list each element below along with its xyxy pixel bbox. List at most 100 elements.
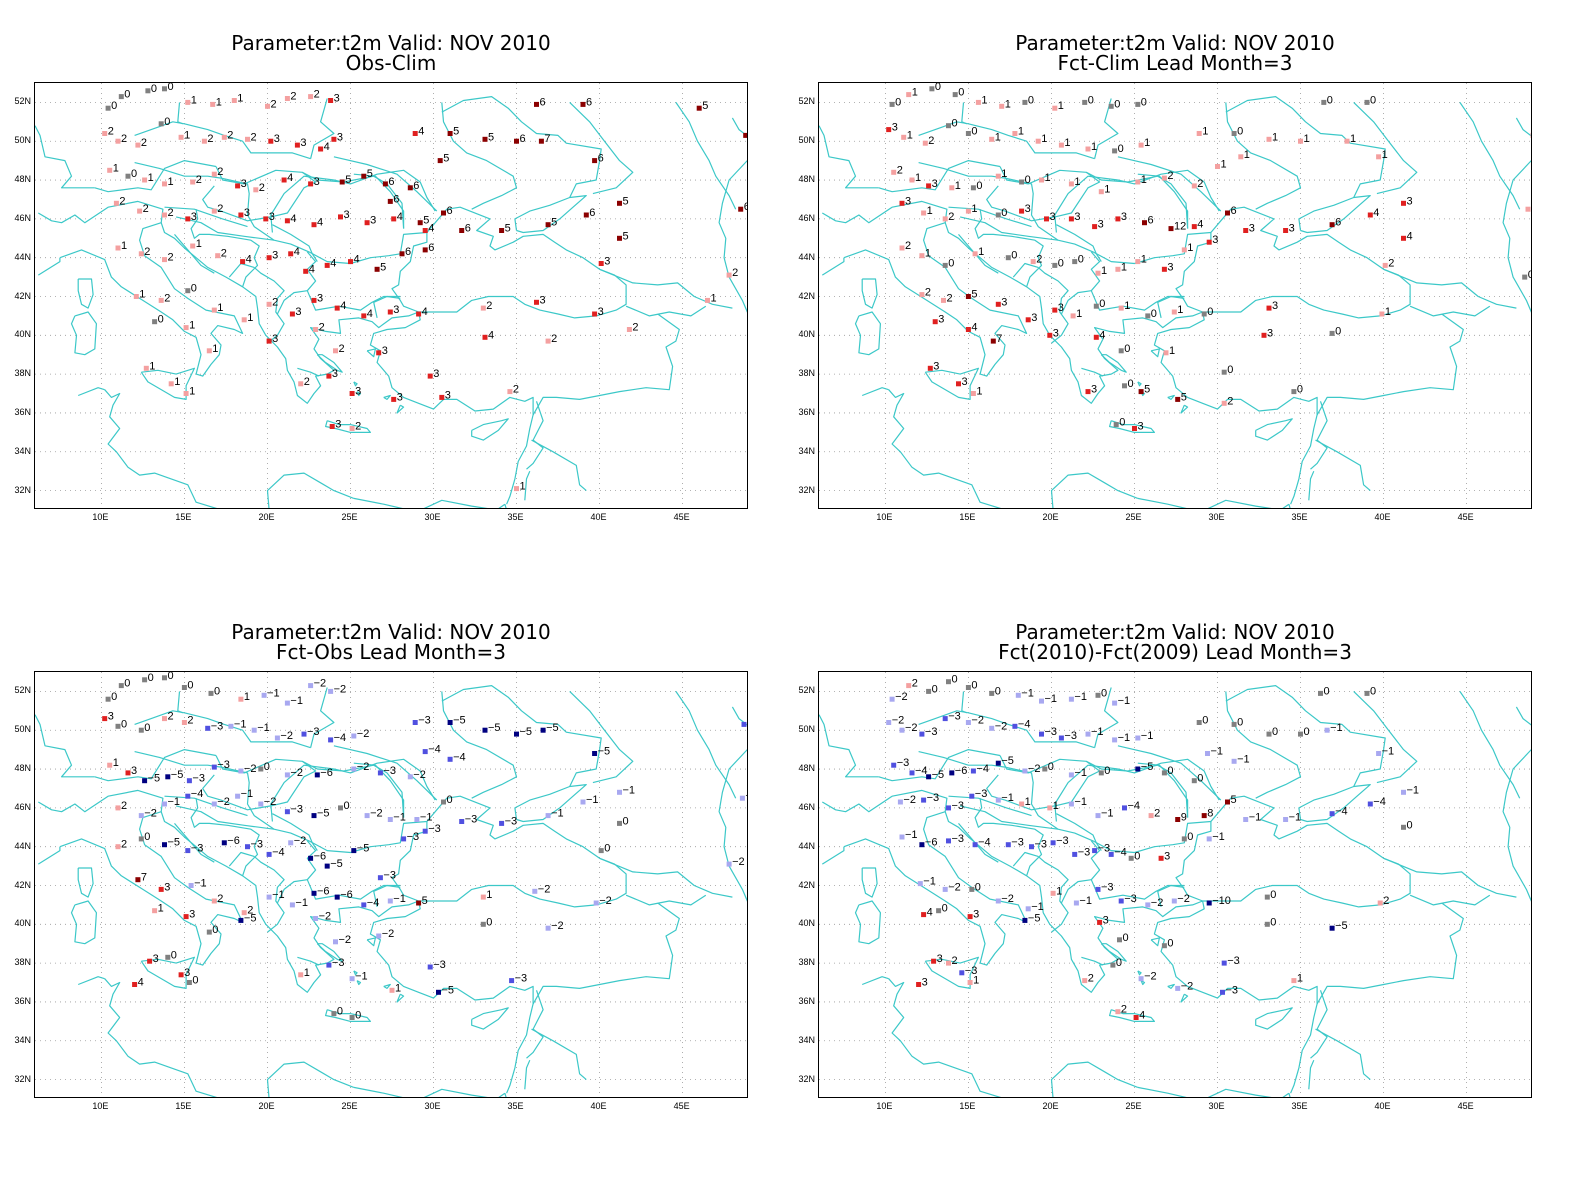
station-square (361, 173, 367, 179)
lon-tick-label: 35E (507, 512, 524, 522)
station-value: 2 (290, 91, 296, 103)
station-value: −6 (314, 850, 327, 862)
station-square (407, 774, 413, 780)
station-marker: −3 (186, 773, 205, 785)
station-marker: 0 (965, 126, 978, 138)
coastline (35, 125, 95, 189)
station-square (205, 725, 211, 731)
lat-tick-label: 38N (798, 957, 815, 968)
map-canvas: −22 00 0 0 −1 −1 −1 0−1−2−2 −3−3 −2 −2 −4−3 −3 −1 −1 −1… (819, 672, 1531, 1097)
station-value: 6 (589, 207, 595, 219)
lon-tick-label: 40E (1374, 512, 1391, 522)
station-value: −3 (1035, 839, 1048, 851)
coastline (821, 257, 845, 276)
station-square (514, 731, 519, 737)
station-value: −3 (1227, 955, 1240, 967)
station-square (1148, 813, 1154, 819)
station-marker: −5 (995, 755, 1014, 767)
coastline (514, 194, 587, 234)
lon-tick-label: 15E (959, 512, 976, 522)
station-marker: 1 (1238, 149, 1250, 161)
station-value: 5 (443, 153, 449, 165)
station-marker: 5 (696, 100, 708, 112)
station-marker: −3 (401, 831, 419, 843)
lon-tick-label: 25E (341, 1101, 358, 1111)
station-square (1068, 181, 1074, 187)
station-marker: 1 (1344, 133, 1356, 145)
coastline (441, 691, 518, 799)
coastline (333, 758, 436, 801)
station-square (1191, 183, 1197, 189)
station-square (190, 243, 196, 249)
station-value: 0 (1304, 726, 1310, 738)
station-square (1364, 99, 1370, 105)
station-square (1052, 262, 1058, 268)
coastline (531, 439, 587, 492)
coastline (1081, 367, 1104, 377)
coastline (524, 470, 531, 501)
coastline (1225, 685, 1386, 787)
station-value: 1 (1350, 133, 1356, 145)
station-square (208, 690, 214, 696)
station-marker: −1 (1243, 812, 1261, 824)
station-square (1095, 813, 1101, 819)
station-value: 0 (168, 672, 174, 682)
station-marker: −5 (926, 769, 944, 781)
station-value: −3 (515, 973, 528, 985)
station-square (1073, 900, 1079, 906)
coastline (164, 795, 248, 817)
station-marker: −4 (185, 788, 203, 800)
station-value: 3 (355, 386, 361, 398)
coastline (1054, 175, 1118, 233)
station-square (545, 813, 551, 819)
station-square (917, 881, 923, 887)
station-marker: 1 (178, 129, 190, 141)
station-marker: 1 (972, 246, 984, 258)
coastline (272, 813, 318, 851)
coastline (177, 691, 184, 714)
coastline (948, 795, 1032, 817)
station-square (289, 902, 295, 908)
station-square (313, 327, 319, 332)
station-square (705, 297, 710, 303)
station-square (617, 235, 622, 241)
station-value: 2 (897, 164, 903, 176)
lat-tick-label: 32N (798, 1073, 815, 1084)
station-value: 5 (453, 126, 459, 138)
station-value: −4 (1114, 846, 1127, 858)
station-value: 0 (1270, 916, 1276, 928)
station-value: −1 (290, 695, 303, 707)
station-square (407, 185, 413, 191)
station-marker: 1 (152, 903, 164, 915)
station-marker: −1 (1206, 831, 1225, 843)
station-square (235, 793, 241, 799)
station-marker: −1 (1205, 746, 1223, 758)
station-marker: 0 (1221, 364, 1233, 376)
station-square (427, 964, 433, 970)
station-square (301, 731, 307, 737)
station-value: 3 (937, 953, 943, 965)
station-value: 6 (1148, 215, 1154, 227)
station-value: −2 (745, 790, 748, 802)
coastline (1225, 691, 1302, 799)
station-marker: 3 (268, 133, 280, 145)
station-marker: 0 (1266, 726, 1278, 738)
station-marker: 3 (1261, 327, 1273, 339)
station-marker: 0 (598, 843, 610, 855)
station-value: 0 (144, 831, 150, 843)
station-square (331, 136, 337, 142)
station-marker: 0 (889, 96, 901, 108)
station-marker: 5 (1175, 391, 1187, 403)
station-square (266, 894, 272, 900)
station-square (115, 844, 121, 850)
station-marker: 3 (1283, 223, 1295, 235)
coastline (532, 902, 680, 1005)
coastline (1353, 690, 1418, 784)
station-value: 3 (1031, 312, 1037, 324)
station-value: 3 (1050, 211, 1056, 223)
coastline (270, 175, 334, 233)
station-value: 0 (1001, 207, 1007, 219)
station-square (183, 391, 189, 396)
station-square (995, 173, 1001, 179)
station-square (284, 700, 290, 706)
